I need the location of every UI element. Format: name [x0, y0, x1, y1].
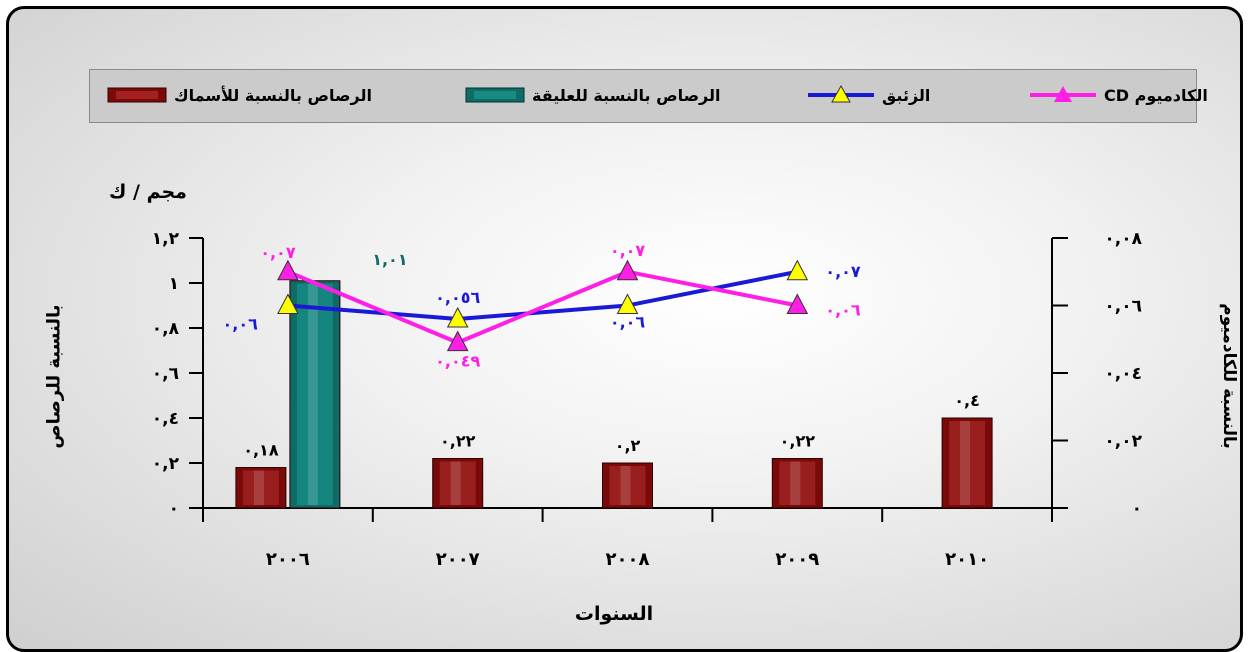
- cadmium-label: ٠,٠٧: [610, 241, 646, 260]
- bar-lead-fish-label: ٠,١٨: [243, 441, 279, 460]
- cadmium-label: ٠,٠٤٩: [435, 352, 480, 371]
- y-right-tick-label: ٠,٠٤: [1104, 364, 1142, 384]
- y-right-tick-label: ٠: [1132, 499, 1142, 519]
- x-axis-title: السنوات: [574, 603, 654, 625]
- legend-label-cadmium: الكادميوم CD: [1104, 86, 1208, 105]
- y-left-tick-label: ١: [169, 274, 179, 294]
- cadmium-point: [786, 293, 809, 314]
- y-left-tick-label: ٠,٨: [152, 319, 180, 339]
- legend-label-mercury: الزئبق: [882, 86, 931, 105]
- bar-lead-fish-highlight: [450, 461, 461, 505]
- x-tick-label: ٢٠٠٩: [775, 549, 819, 570]
- mercury-label: ٠,٠٧: [825, 262, 861, 281]
- chart-frame: الرصاص بالنسبة للأسماك الرصاص بالنسبة لل…: [6, 6, 1243, 652]
- bar-lead-feed-shade: [296, 283, 333, 505]
- legend-swatches: [107, 84, 1096, 103]
- y-left-tick-label: ١,٢: [152, 229, 180, 249]
- mercury-line: [287, 269, 798, 321]
- bar-lead-fish-shade: [242, 470, 279, 505]
- cadmium-point: [446, 330, 469, 352]
- y-left-tick-label: ٠: [169, 499, 179, 519]
- y-left-tick-label: ٠,٤: [152, 409, 179, 429]
- bar-lead-fish-label: ٠,٢: [615, 436, 641, 455]
- y-left-tick-label: ٠,٢: [152, 454, 180, 474]
- bar-lead-feed-label: ١,٠١: [372, 250, 407, 269]
- y-right-tick-label: ٠,٠٦: [1104, 297, 1142, 317]
- bar-lead-fish-highlight: [253, 470, 264, 505]
- y-left-tick-label: ٠,٦: [152, 364, 179, 384]
- bar-lead-fish-shade: [779, 461, 816, 505]
- x-tick-label: ٢٠٠٦: [266, 549, 310, 570]
- cadmium-label: ٠,٠٦: [825, 301, 861, 320]
- x-tick-label: ٢٠١٠: [945, 549, 989, 570]
- y-right-tick-label: ٠,٠٢: [1104, 432, 1142, 452]
- cadmium-point: [277, 259, 299, 281]
- bar-lead-fish-highlight: [790, 461, 801, 505]
- mercury-point: [446, 306, 469, 328]
- mercury-point: [616, 293, 639, 314]
- bar-lead-fish-shade: [609, 466, 646, 505]
- mercury-point: [277, 293, 299, 314]
- mercury-point: [786, 259, 809, 281]
- bar-lead-fish-label: ٠,٢٢: [780, 432, 816, 451]
- unit-label: مجم / ك: [109, 181, 187, 203]
- bar-lead-fish-highlight: [620, 466, 631, 505]
- cadmium-point: [616, 259, 639, 281]
- chart-legend: الرصاص بالنسبة للأسماك الرصاص بالنسبة لل…: [89, 69, 1208, 123]
- x-tick-label: ٢٠٠٧: [436, 549, 480, 570]
- x-tick-label: ٢٠٠٨: [606, 549, 650, 570]
- cadmium-line: [287, 269, 798, 345]
- mercury-label: ٠,٠٥٦: [435, 288, 480, 307]
- bar-lead-fish-label: ٠,٢٢: [440, 432, 476, 451]
- bar-lead-fish-highlight: [960, 421, 971, 505]
- y-right-tick-label: ٠,٠٨: [1104, 229, 1142, 249]
- bar-lead-fish-label: ٠,٤: [954, 391, 980, 410]
- mercury-label: ٠,٠٦: [223, 315, 259, 334]
- legend-label-lead-feed: الرصاص بالنسبة للعليقة: [532, 86, 721, 105]
- cadmium-label: ٠,٠٧: [260, 243, 296, 262]
- legend-label-lead-fish: الرصاص بالنسبة للأسماك: [174, 86, 372, 105]
- bar-lead-fish-shade: [949, 421, 986, 505]
- bar-lead-fish-shade: [439, 461, 476, 505]
- mercury-label: ٠,٠٦: [610, 313, 646, 332]
- plot-area: ٠ ٠,٢ ٠,٤ ٠,٦ ٠,٨ ١ ١,٢ ٠ ٠,٠٢ ٠,٠٤ ٠,٠٦ ٠,٠٨ ٢٠٠٦ ٢٠…: [152, 229, 1143, 570]
- bar-lead-feed-highlight: [307, 283, 318, 505]
